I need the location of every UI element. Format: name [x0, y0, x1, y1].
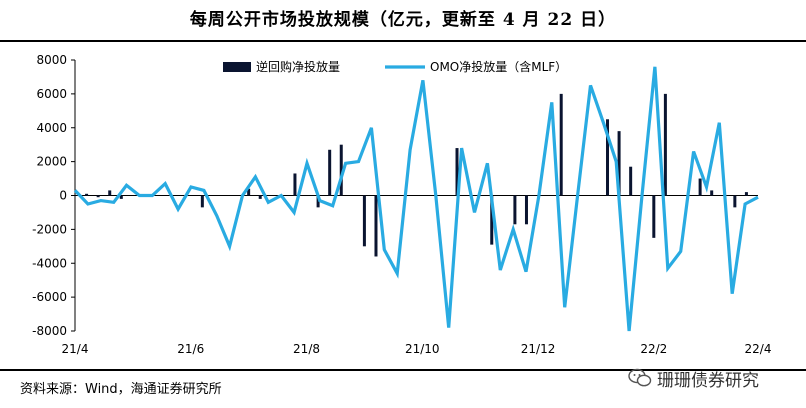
y-tick-label: -2000	[32, 222, 67, 236]
x-tick-label: 22/4	[745, 342, 772, 356]
y-tick-label: 2000	[36, 155, 67, 169]
bar-reverse-repo	[85, 193, 89, 196]
y-tick-label: 0	[59, 189, 67, 203]
bar-reverse-repo	[96, 195, 100, 198]
source-divider	[0, 369, 806, 371]
bar-reverse-repo	[258, 195, 262, 199]
bar-reverse-repo	[652, 195, 656, 238]
x-tick-label: 21/10	[405, 342, 440, 356]
bar-reverse-repo	[119, 195, 123, 199]
bar-reverse-repo	[316, 195, 320, 208]
bar-reverse-repo	[108, 190, 112, 196]
y-tick-label: -8000	[32, 324, 67, 338]
bar-reverse-repo	[663, 93, 667, 196]
bar-reverse-repo	[733, 195, 737, 208]
legend-swatch-bar	[223, 62, 251, 72]
watermark-text: 珊珊债券研究	[657, 370, 759, 391]
legend-label-bar: 逆回购净投放量	[256, 59, 340, 74]
chart-title: 每周公开市场投放规模（亿元，更新至 4 月 22 日）	[189, 10, 617, 30]
source-note: 资料来源：Wind，海通证券研究所	[20, 382, 222, 397]
line-omo-net-injection	[73, 66, 759, 332]
bar-reverse-repo	[559, 93, 563, 196]
bar-reverse-repo	[513, 195, 517, 225]
title-divider	[0, 40, 806, 42]
bar-reverse-repo	[617, 131, 621, 196]
bar-reverse-repo	[524, 195, 528, 225]
bar-reverse-repo	[374, 195, 378, 257]
chart-svg: 8000 6000 4000 2000 0 -2000 -4000 -6000 -8000 21/…	[32, 53, 772, 356]
y-tick-label: 4000	[36, 121, 67, 135]
bar-reverse-repo	[698, 178, 702, 196]
x-tick-label: 21/8	[293, 342, 320, 356]
bar-reverse-repo	[293, 173, 297, 196]
bar-reverse-repo	[362, 195, 366, 247]
bar-reverse-repo	[744, 192, 748, 196]
bar-reverse-repo	[455, 148, 459, 196]
watermark: 珊珊债券研究	[628, 364, 759, 392]
wechat-icon	[628, 368, 652, 387]
bar-reverse-repo	[710, 190, 714, 196]
bar-reverse-repo	[606, 119, 610, 196]
bar-reverse-repo	[490, 195, 494, 245]
x-tick-label: 21/12	[521, 342, 556, 356]
bar-reverse-repo	[200, 195, 204, 208]
y-tick-label: 8000	[36, 53, 67, 67]
bar-reverse-repo	[247, 188, 251, 196]
y-tick-label: -4000	[32, 256, 67, 270]
bar-reverse-repo	[629, 166, 633, 196]
y-tick-label: 6000	[36, 87, 67, 101]
x-tick-label: 21/6	[177, 342, 204, 356]
y-tick-label: -6000	[32, 290, 67, 304]
bar-reverse-repo	[328, 149, 332, 196]
bar-reverse-repo	[339, 144, 343, 196]
legend-label-line: OMO净投放量（含MLF）	[430, 59, 567, 74]
x-tick-label: 22/2	[640, 342, 667, 356]
x-tick-label: 21/4	[62, 342, 89, 356]
